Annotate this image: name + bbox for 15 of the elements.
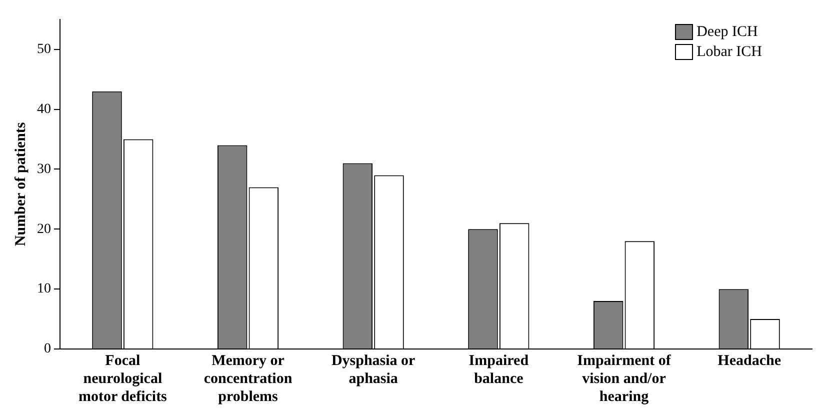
x-tick-label: Impairment of vision and/or hearing xyxy=(577,352,672,405)
x-tick-label: Headache xyxy=(718,352,782,369)
legend-label: Lobar ICH xyxy=(696,44,762,60)
y-tick-label: 30 xyxy=(37,162,51,177)
y-tick-label: 0 xyxy=(44,342,51,357)
x-tick-label: Focal neurological motor deficits xyxy=(78,352,168,405)
y-tick-label: 20 xyxy=(37,222,51,237)
y-tick-label: 40 xyxy=(37,102,51,117)
legend-label: Deep ICH xyxy=(696,24,758,40)
y-tick-label: 50 xyxy=(37,42,51,58)
x-tick-label: Memory or concentration problems xyxy=(204,352,293,405)
y-axis-title: Number of patients xyxy=(12,122,29,246)
y-tick-label: 10 xyxy=(37,282,51,297)
x-tick-label: Impaired balance xyxy=(468,352,530,387)
x-tick-label: Dysphasia or aphasia xyxy=(331,352,416,387)
